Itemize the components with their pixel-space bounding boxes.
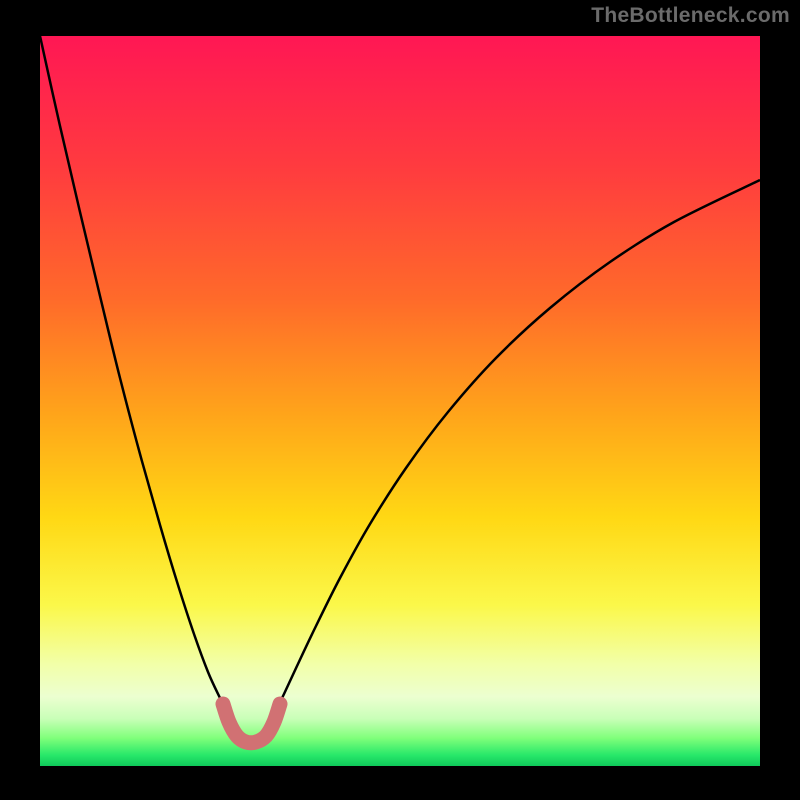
watermark-text: TheBottleneck.com: [591, 4, 790, 28]
chart-container: TheBottleneck.com: [0, 0, 800, 800]
bottleneck-chart: [0, 0, 800, 800]
gradient-background: [40, 36, 760, 766]
